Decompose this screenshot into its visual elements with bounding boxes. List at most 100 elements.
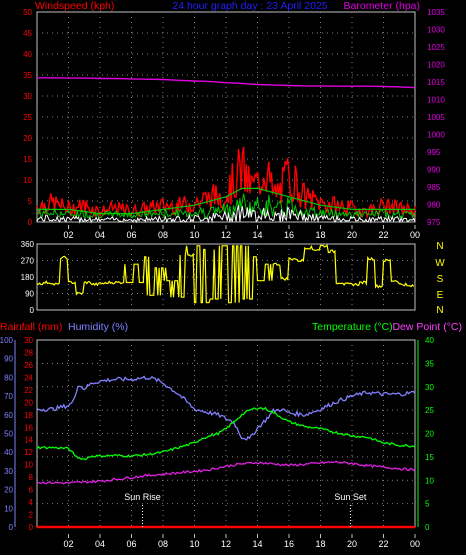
- direction-letter-e: E: [437, 290, 444, 301]
- humidity-ytick-label: 80: [4, 373, 13, 382]
- top-xtick-label: 08: [158, 230, 168, 240]
- temperature-ytick-label: 25: [425, 406, 434, 415]
- humidity-ytick-label: 100: [0, 336, 14, 345]
- rainfall-ytick-label: 10: [24, 461, 33, 470]
- windspeed-ytick-label: 20: [23, 134, 32, 143]
- barometer-ytick-label: 985: [427, 183, 441, 192]
- bottom-xtick-label: 12: [221, 539, 231, 549]
- gust-average-series: [36, 193, 416, 220]
- bottom-xtick-label: 02: [63, 539, 73, 549]
- humidity-ytick-label: 40: [4, 448, 13, 457]
- top-xtick-label: 18: [315, 230, 325, 240]
- rainfall-ytick-label: 12: [24, 448, 33, 457]
- humidity-ytick-label: 10: [4, 504, 13, 513]
- temperature-ytick-label: 10: [425, 476, 434, 485]
- bottom-xtick-label: 22: [378, 539, 388, 549]
- barometer-ytick-label: 975: [427, 218, 441, 227]
- sunset-label: Sun Set: [334, 492, 367, 502]
- rainfall-ytick-label: 6: [29, 486, 34, 495]
- direction-ytick-label: 180: [21, 273, 35, 282]
- rainfall-ytick-label: 0: [29, 523, 34, 532]
- barometer-ytick-label: 1025: [427, 43, 445, 52]
- barometer-ytick-label: 990: [427, 166, 441, 175]
- top-xtick-label: 04: [95, 230, 105, 240]
- temperature-ytick-label: 40: [425, 336, 434, 345]
- rainfall-ytick-label: 28: [24, 348, 33, 357]
- wind-minimum-series: [36, 205, 416, 224]
- barometer-ytick-label: 1000: [427, 131, 445, 140]
- rainfall-ytick-label: 26: [24, 361, 33, 370]
- sunrise-label: Sun Rise: [124, 492, 161, 502]
- top-xtick-label: 22: [378, 230, 388, 240]
- direction-letter-w: W: [435, 258, 445, 269]
- rainfall-ytick-label: 2: [29, 511, 34, 520]
- rainfall-axis-title: Rainfall (mm): [0, 321, 62, 333]
- bottom-xtick-label: 06: [126, 539, 136, 549]
- temperature-humidity-plot: 0102030405060708090100024681012141618202…: [0, 336, 434, 549]
- windspeed-ytick-label: 0: [28, 218, 33, 227]
- humidity-ytick-label: 50: [4, 430, 13, 439]
- wind-direction-series: [36, 244, 415, 304]
- humidity-ytick-label: 0: [9, 523, 14, 532]
- top-xtick-label: 12: [221, 230, 231, 240]
- wind-direction-plot: 0 90 180 270 360: [21, 240, 416, 315]
- temperature-ytick-label: 0: [425, 523, 430, 532]
- bottom-xtick-label: 04: [95, 539, 105, 549]
- barometer-series: [37, 77, 416, 89]
- windspeed-series: [36, 146, 416, 219]
- rainfall-ytick-label: 24: [24, 373, 33, 382]
- bottom-xtick-label: 16: [284, 539, 294, 549]
- windspeed-ytick-label: 45: [23, 29, 32, 38]
- barometer-ytick-label: 1035: [427, 8, 445, 17]
- barometer-ytick-label: 1020: [427, 61, 445, 70]
- dewpoint-series: [36, 460, 416, 485]
- top-xtick-label: 10: [189, 230, 199, 240]
- direction-ytick-label: 90: [25, 290, 34, 299]
- direction-ytick-label: 270: [21, 257, 35, 266]
- top-xtick-label: 14: [252, 230, 262, 240]
- temperature-axis-title: Temperature (°C): [312, 321, 393, 333]
- direction-letter-n-bottom: N: [436, 305, 443, 316]
- humidity-ytick-label: 20: [4, 486, 13, 495]
- bottom-xtick-label: 08: [158, 539, 168, 549]
- top-xtick-label: 16: [284, 230, 294, 240]
- windspeed-ytick-label: 10: [23, 176, 32, 185]
- temperature-ytick-label: 15: [425, 453, 434, 462]
- rainfall-ytick-label: 4: [29, 498, 34, 507]
- barometer-axis-title: Barometer (hpa): [344, 0, 420, 12]
- barometer-ytick-label: 995: [427, 148, 441, 157]
- bottom-xtick-label: 14: [252, 539, 262, 549]
- windspeed-ytick-label: 50: [23, 8, 32, 17]
- humidity-ytick-label: 60: [4, 411, 13, 420]
- top-xtick-label: 20: [347, 230, 357, 240]
- temperature-ytick-label: 5: [425, 500, 430, 509]
- rainfall-ytick-label: 22: [24, 386, 33, 395]
- dewpoint-axis-title: Dew Point (°C): [392, 321, 462, 333]
- barometer-ytick-label: 980: [427, 201, 441, 210]
- barometer-ytick-label: 1015: [427, 78, 445, 87]
- top-xtick-label: 02: [63, 230, 73, 240]
- bottom-xtick-label: 20: [347, 539, 357, 549]
- chart-title: 24 hour graph day : 23 April 2025: [172, 0, 327, 12]
- humidity-ytick-label: 70: [4, 392, 13, 401]
- top-xtick-label: 00: [410, 230, 420, 240]
- windspeed-barometer-plot: 0510152025303540455097598098599099510001…: [23, 8, 445, 240]
- windspeed-ytick-label: 5: [28, 197, 33, 206]
- humidity-axis-title: Humidity (%): [68, 321, 128, 333]
- direction-ytick-label: 0: [30, 306, 35, 315]
- rainfall-ytick-label: 30: [24, 336, 33, 345]
- gust-average-line: [37, 187, 415, 215]
- rainfall-ytick-label: 16: [24, 423, 33, 432]
- direction-letter-s: S: [437, 274, 444, 285]
- windspeed-ytick-label: 40: [23, 50, 32, 59]
- barometer-ytick-label: 1030: [427, 26, 445, 35]
- barometer-ytick-label: 1005: [427, 113, 445, 122]
- humidity-ytick-label: 90: [4, 355, 13, 364]
- bottom-xtick-label: 18: [315, 539, 325, 549]
- humidity-series: [36, 375, 416, 441]
- rainfall-ytick-label: 14: [24, 436, 33, 445]
- windspeed-ytick-label: 15: [23, 155, 32, 164]
- direction-ytick-label: 360: [21, 240, 35, 249]
- rainfall-ytick-label: 8: [29, 473, 34, 482]
